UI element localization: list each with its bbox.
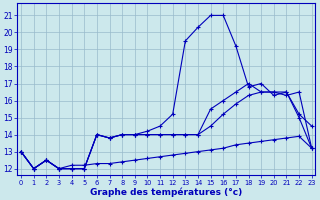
X-axis label: Graphe des températures (°c): Graphe des températures (°c) bbox=[90, 187, 243, 197]
